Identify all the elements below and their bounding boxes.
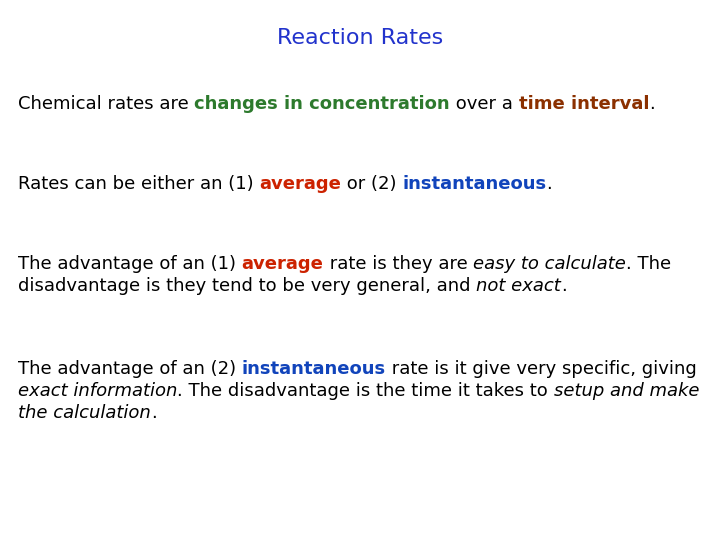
Text: changes in concentration: changes in concentration — [194, 95, 450, 113]
Text: rate is they are: rate is they are — [323, 255, 473, 273]
Text: easy to calculate: easy to calculate — [473, 255, 626, 273]
Text: setup and make: setup and make — [554, 382, 699, 400]
Text: .: . — [649, 95, 655, 113]
Text: . The disadvantage is the time it takes to: . The disadvantage is the time it takes … — [177, 382, 554, 400]
Text: disadvantage is they tend to be very general, and: disadvantage is they tend to be very gen… — [18, 277, 476, 295]
Text: The advantage of an (2): The advantage of an (2) — [18, 360, 242, 378]
Text: Reaction Rates: Reaction Rates — [277, 28, 443, 48]
Text: rate is it give very specific, giving: rate is it give very specific, giving — [386, 360, 697, 378]
Text: Chemical rates are: Chemical rates are — [18, 95, 194, 113]
Text: average: average — [242, 255, 323, 273]
Text: average: average — [259, 175, 341, 193]
Text: the calculation: the calculation — [18, 404, 150, 422]
Text: time interval: time interval — [518, 95, 649, 113]
Text: .: . — [546, 175, 552, 193]
Text: exact information: exact information — [18, 382, 177, 400]
Text: .: . — [150, 404, 156, 422]
Text: . The: . The — [626, 255, 671, 273]
Text: Rates can be either an (1): Rates can be either an (1) — [18, 175, 259, 193]
Text: .: . — [561, 277, 567, 295]
Text: not exact: not exact — [476, 277, 561, 295]
Text: instantaneous: instantaneous — [402, 175, 546, 193]
Text: instantaneous: instantaneous — [242, 360, 386, 378]
Text: over a: over a — [450, 95, 518, 113]
Text: The advantage of an (1): The advantage of an (1) — [18, 255, 242, 273]
Text: or (2): or (2) — [341, 175, 402, 193]
